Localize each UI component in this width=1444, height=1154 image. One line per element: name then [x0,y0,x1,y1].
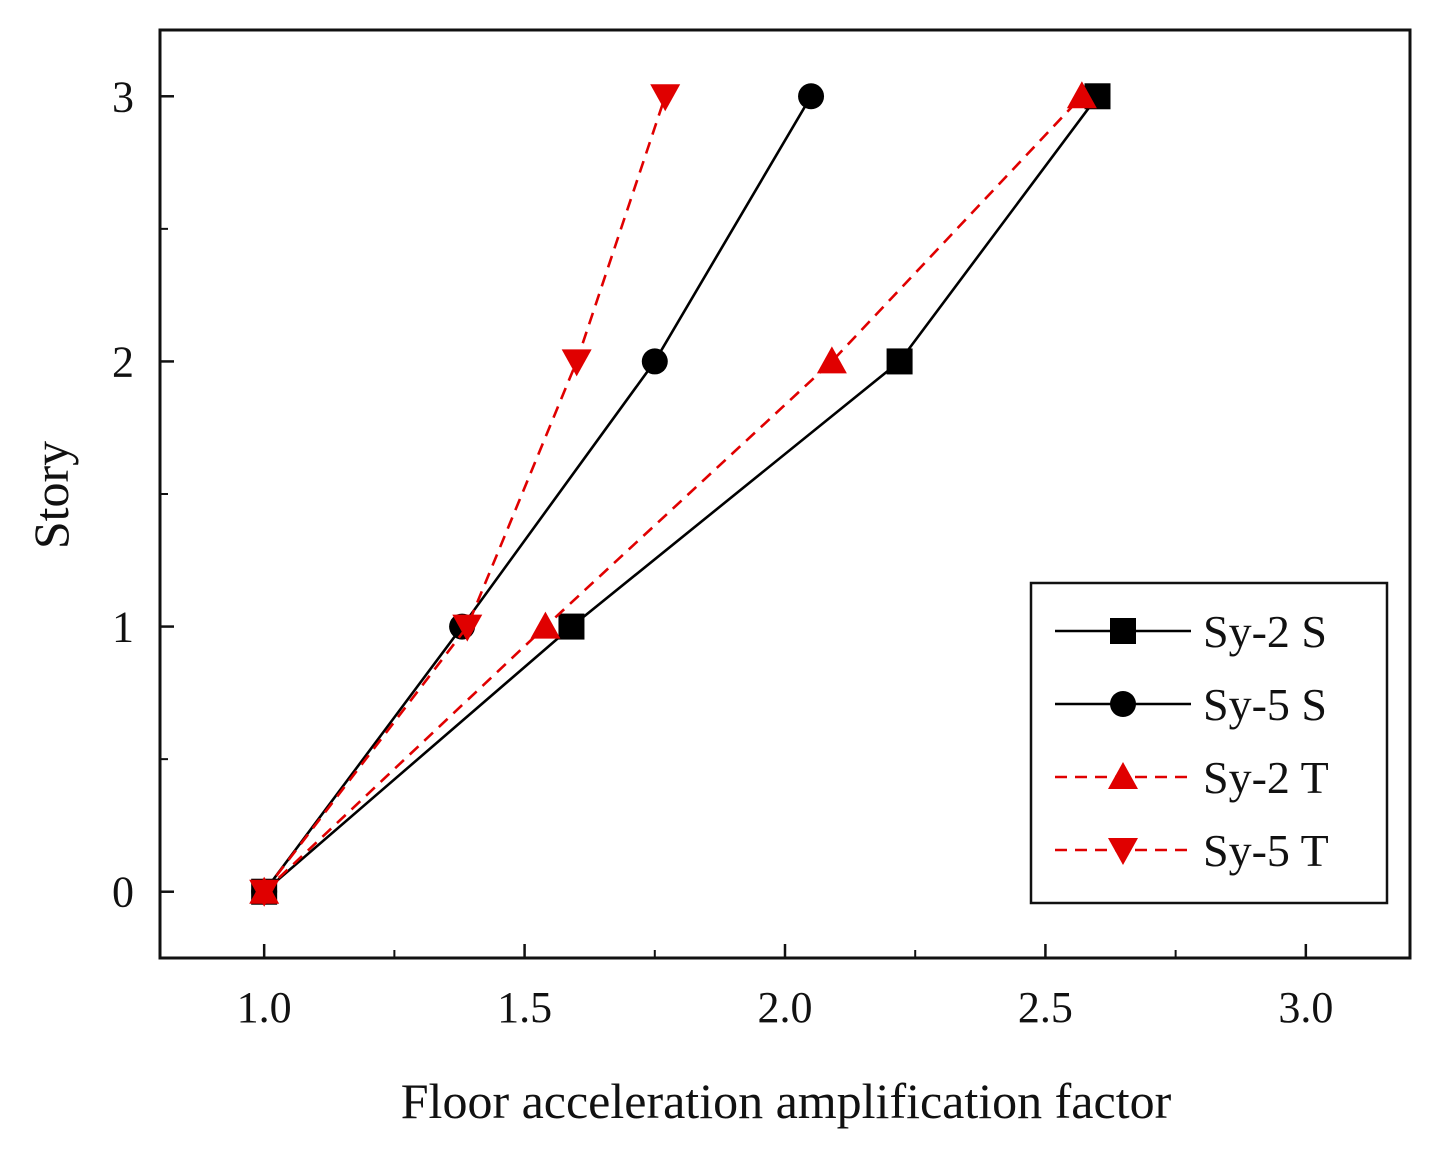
series-line [263,95,1099,893]
y-axis-title: Story [23,441,79,549]
legend-item-sy-5-t: Sy-5 T [1055,825,1329,876]
plot-series [249,81,1111,907]
data-point [798,83,825,110]
data-point [530,611,561,639]
series-line [263,95,1083,893]
legend-item-sy-2-s: Sy-2 S [1055,606,1327,657]
data-point [650,84,681,112]
data-point [886,348,913,375]
data-point [1066,81,1097,109]
data-point [558,613,585,640]
data-point [452,614,483,642]
legend-item-sy-2-t: Sy-2 T [1055,752,1329,803]
data-point [561,349,592,377]
x-axis-title: Floor acceleration amplification factor [401,1073,1172,1129]
x-tick-label: 3.0 [1278,983,1333,1032]
legend-label: Sy-2 T [1203,752,1329,803]
legend-label: Sy-5 S [1203,679,1327,730]
legend-marker [1108,762,1138,789]
x-tick-label: 1.5 [497,983,552,1032]
legend: Sy-2 S Sy-5 S Sy-2 T Sy-5 T [1029,581,1389,905]
series-line [263,95,813,893]
legend-marker [1110,691,1136,717]
data-point [249,879,280,907]
axes: 1.0 1.5 2.0 2.5 3.0 0 1 2 3 [112,28,1412,1032]
data-point [816,346,847,374]
x-tick-label: 1.0 [237,983,292,1032]
legend-label: Sy-5 T [1203,825,1329,876]
x-tick-label: 2.5 [1018,983,1073,1032]
legend-marker [1108,838,1138,865]
x-tick-label: 2.0 [758,983,813,1032]
series-sy-5-t [249,84,681,907]
y-tick-label: 3 [112,72,134,121]
y-tick-label: 2 [112,337,134,386]
legend-item-sy-5-s: Sy-5 S [1055,679,1327,730]
y-tick-label: 0 [112,868,134,917]
legend-marker [1110,618,1136,644]
legend-label: Sy-2 S [1203,606,1327,657]
series-line [263,95,667,893]
legend-box [1029,581,1389,905]
data-point [641,348,668,375]
y-tick-label: 1 [112,603,134,652]
